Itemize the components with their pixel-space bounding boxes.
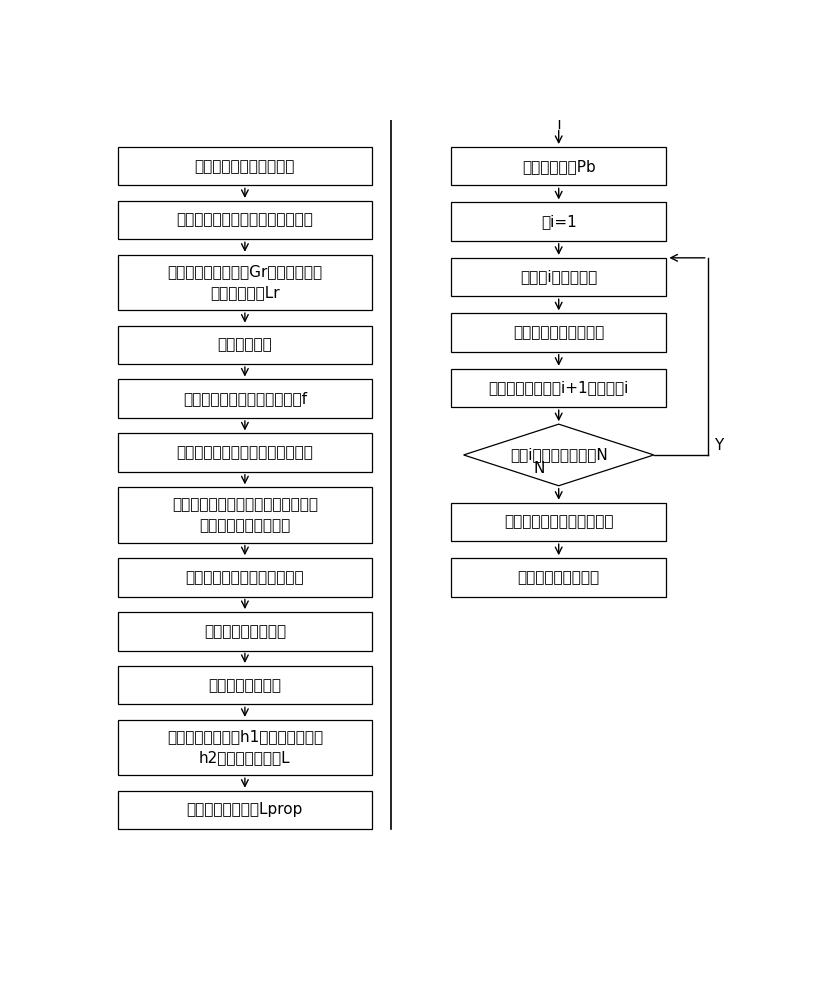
Text: 选择适当的开阔地面作为测试地点: 选择适当的开阔地面作为测试地点	[177, 213, 313, 228]
Text: 测量接收天线的增益Gr和接收馈线及
连接器的损耗Lr: 测量接收天线的增益Gr和接收馈线及 连接器的损耗Lr	[168, 264, 322, 300]
Text: 记录地面反射系数: 记录地面反射系数	[209, 678, 281, 693]
Text: 判断i是否小于或等于N: 判断i是否小于或等于N	[510, 447, 608, 462]
Text: 测量发射天线高度h1、接收天线高度
h2、收发天线距离L: 测量发射天线高度h1、接收天线高度 h2、收发天线距离L	[167, 730, 323, 766]
Text: N: N	[534, 461, 546, 476]
Bar	[451, 147, 667, 185]
Bar	[118, 147, 371, 185]
Text: 使i=1: 使i=1	[541, 214, 577, 229]
Text: 计算空间传播损耗Lprop: 计算空间传播损耗Lprop	[187, 802, 303, 817]
Bar	[118, 487, 371, 543]
Text: Y: Y	[714, 438, 724, 453]
Bar	[118, 558, 371, 597]
Text: 计算平均等效全向辐射功率: 计算平均等效全向辐射功率	[504, 514, 614, 529]
Text: 存储和输出测试结果: 存储和输出测试结果	[518, 570, 600, 585]
Bar	[118, 201, 371, 239]
Bar	[451, 558, 667, 597]
Bar	[451, 503, 667, 541]
Bar	[451, 202, 667, 241]
Text: 搜集所测台站的基本信息: 搜集所测台站的基本信息	[195, 159, 295, 174]
Text: 连接测量设备: 连接测量设备	[218, 337, 272, 352]
Text: 计算补偿功率Pb: 计算补偿功率Pb	[522, 159, 596, 174]
Text: 设置功率测量设备的检波方式: 设置功率测量设备的检波方式	[186, 570, 304, 585]
Bar	[451, 258, 667, 296]
Text: 调整接收天线的方向: 调整接收天线的方向	[204, 624, 286, 639]
Bar	[118, 791, 371, 829]
Polygon shape	[464, 424, 654, 486]
Bar	[118, 666, 371, 704]
Text: 设置功率测量设备的频率扫描范围: 设置功率测量设备的频率扫描范围	[177, 445, 313, 460]
Text: 设置功率测量设备的中心频率f: 设置功率测量设备的中心频率f	[183, 391, 307, 406]
Bar	[118, 612, 371, 651]
Bar	[451, 313, 667, 352]
Text: 计算等效全向辐射功率: 计算等效全向辐射功率	[513, 325, 605, 340]
Bar	[118, 255, 371, 310]
Bar	[118, 720, 371, 775]
Bar	[118, 433, 371, 472]
Bar	[451, 369, 667, 407]
Bar	[118, 326, 371, 364]
Text: 更新计数器，计算i+1并赋值给i: 更新计数器，计算i+1并赋值给i	[488, 380, 629, 395]
Text: 设置功率测量设备的信道积分带宽、
分辨率带宽和视频带宽: 设置功率测量设备的信道积分带宽、 分辨率带宽和视频带宽	[172, 497, 318, 533]
Text: 测量第i次信道功率: 测量第i次信道功率	[520, 270, 597, 285]
Bar	[118, 379, 371, 418]
